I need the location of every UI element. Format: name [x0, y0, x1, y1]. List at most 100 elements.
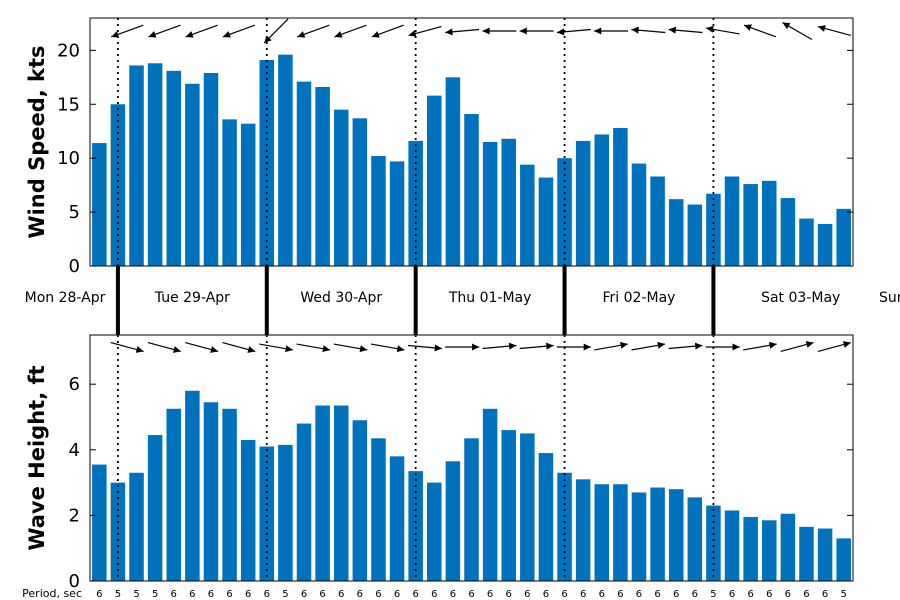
wave-bar: [203, 402, 219, 581]
wind-bar: [278, 54, 293, 266]
wave-bar: [724, 510, 740, 581]
wave-bar: [185, 390, 200, 581]
wave-bar: [315, 405, 330, 581]
wave-ylabel: Wave Height, ft: [25, 365, 49, 550]
wave-arrow: [556, 343, 591, 351]
wind-bar: [538, 177, 554, 266]
period-value: 6: [245, 589, 251, 600]
wave-arrow: [333, 343, 368, 353]
wind-bar: [92, 143, 107, 266]
period-value: 6: [301, 589, 307, 600]
day-labels: Mon 28-Apr Tue 29-Apr Wed 30-Apr Thu 01-May…: [25, 290, 900, 306]
wave-bar: [147, 435, 163, 581]
period-value: 6: [636, 589, 642, 600]
wave-bar: [129, 472, 144, 581]
period-value: 5: [841, 589, 847, 600]
wind-arrow: [594, 27, 629, 35]
wind-bar: [613, 127, 628, 266]
period-value: 6: [357, 589, 363, 600]
wave-bar: [259, 446, 275, 581]
wave-bar: [278, 444, 293, 581]
period-value: 6: [766, 589, 772, 600]
period-value: 6: [171, 589, 177, 600]
wind-bar: [520, 164, 535, 266]
wave-arrow: [631, 341, 666, 351]
wind-bar: [445, 77, 461, 266]
wind-direction-arrows: [111, 18, 851, 44]
wave-bar: [501, 430, 516, 581]
wind-bar: [315, 87, 330, 266]
wave-bar: [743, 517, 758, 581]
wave-arrow: [743, 341, 777, 351]
wind-bar: [650, 176, 665, 266]
wave-direction-arrows: [110, 341, 851, 353]
wave-bar: [780, 513, 796, 581]
wind-bar: [482, 142, 498, 266]
period-value: 6: [543, 589, 549, 600]
wave-bar: [575, 479, 591, 581]
wind-bar: [780, 198, 796, 266]
period-value: 6: [729, 589, 735, 600]
wind-arrow: [371, 24, 404, 38]
day-label: Wed 30-Apr: [300, 290, 382, 306]
period-label: Period, sec: [22, 587, 82, 600]
wind-bar: [464, 113, 479, 266]
wave-bar: [408, 471, 423, 581]
wave-bar: [352, 420, 368, 581]
wave-bar: [371, 438, 386, 581]
wave-axes-frame: [89, 334, 854, 582]
period-value: 6: [431, 589, 437, 600]
period-value: 5: [710, 589, 716, 600]
period-value: 6: [673, 589, 679, 600]
wind-arrow: [185, 24, 218, 38]
period-value: 6: [785, 589, 791, 600]
wind-arrow: [519, 27, 554, 35]
day-label: Sun: [879, 290, 900, 306]
wind-bar: [817, 223, 833, 266]
wind-bar: [296, 81, 312, 267]
period-value: 6: [468, 589, 474, 600]
wind-arrow: [445, 28, 480, 36]
wave-arrow: [594, 341, 628, 351]
wave-bar: [520, 433, 535, 581]
day-label: Mon 28-Apr: [25, 290, 106, 306]
wave-arrow: [482, 342, 517, 350]
wave-bar: [650, 487, 665, 581]
period-value: 6: [264, 589, 270, 600]
wind-arrow: [743, 24, 777, 38]
day-label: Thu 01-May: [448, 290, 532, 306]
period-value: 6: [412, 589, 418, 600]
wind-bar: [687, 204, 703, 266]
wind-bar: [427, 95, 442, 266]
period-value: 6: [580, 589, 586, 600]
wave-arrow: [407, 344, 442, 352]
wave-arrow: [817, 341, 851, 352]
wind-bar: [333, 109, 349, 267]
wave-arrow: [110, 342, 144, 353]
wave-bar: [762, 520, 777, 581]
wind-arrow: [705, 25, 740, 35]
wave-arrow: [445, 343, 480, 351]
wind-bar: [240, 123, 256, 266]
wind-bar: [501, 138, 516, 266]
wave-arrow: [259, 343, 293, 353]
y-tick-label: 0: [69, 256, 80, 277]
wind-bar: [408, 140, 423, 266]
wind-bar: [743, 184, 758, 266]
wave-bar: [445, 461, 461, 581]
wind-bar: [166, 70, 182, 266]
period-value: 5: [152, 589, 158, 600]
wind-arrow: [408, 26, 442, 37]
period-value: 5: [115, 589, 121, 600]
wave-bar: [538, 453, 554, 581]
wind-bar: [389, 161, 405, 266]
period-value: 6: [561, 589, 567, 600]
wave-bar: [222, 408, 237, 581]
wind-bar: [203, 72, 219, 267]
period-value: 6: [654, 589, 660, 600]
wind-arrow: [148, 24, 181, 38]
wind-arrow: [263, 18, 289, 44]
day-separators: [115, 18, 716, 581]
y-tick-label: 10: [57, 148, 80, 169]
